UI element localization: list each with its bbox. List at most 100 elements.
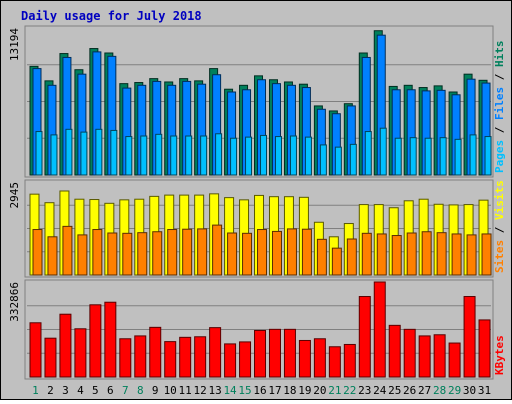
bar-sites-day-11 xyxy=(182,228,193,276)
bar-kbytes-day-31 xyxy=(478,319,491,378)
legend-files: Files xyxy=(493,87,506,120)
bar-pages-day-11 xyxy=(185,135,193,176)
bar-pages-day-2 xyxy=(50,134,58,176)
legend-sep-2: / xyxy=(493,73,506,80)
bar-kbytes-day-15 xyxy=(239,341,252,378)
x-tick-label-day-5: 5 xyxy=(92,384,99,397)
bar-sites-day-7 xyxy=(122,232,133,276)
bar-pages-day-7 xyxy=(125,136,133,176)
bar-sites-day-22 xyxy=(346,238,357,276)
x-tick-label-day-26: 26 xyxy=(403,384,416,397)
bar-pages-day-12 xyxy=(200,135,208,176)
bar-pages-day-4 xyxy=(80,131,88,176)
bar-pages-day-20 xyxy=(319,144,327,176)
x-tick-label-day-22: 22 xyxy=(343,384,356,397)
x-tick-label-day-10: 10 xyxy=(164,384,177,397)
bar-kbytes-day-12 xyxy=(194,336,207,378)
bar-pages-day-30 xyxy=(469,134,477,176)
bar-pages-day-24 xyxy=(379,127,387,176)
legend-hits: Hits xyxy=(493,41,506,68)
bar-kbytes-day-23 xyxy=(358,296,371,378)
bar-kbytes-day-13 xyxy=(209,327,222,378)
x-tick-label-day-28: 28 xyxy=(433,384,446,397)
bar-sites-day-14 xyxy=(227,232,238,276)
bar-sites-day-3 xyxy=(62,225,73,276)
panel-hits-files-pages xyxy=(24,25,494,178)
bar-kbytes-day-16 xyxy=(254,329,267,378)
legend-bottom: KBytes xyxy=(493,335,506,375)
bar-sites-day-17 xyxy=(271,230,282,276)
bar-kbytes-day-9 xyxy=(149,326,162,378)
bar-sites-day-2 xyxy=(47,236,58,276)
x-tick-label-day-6: 6 xyxy=(107,384,114,397)
bar-sites-day-10 xyxy=(167,229,178,276)
bar-sites-day-8 xyxy=(137,232,148,276)
legend-top: Pages / Files / Hits xyxy=(493,41,506,174)
bar-pages-day-29 xyxy=(454,138,462,176)
x-tick-label-day-11: 11 xyxy=(179,384,192,397)
bar-kbytes-day-25 xyxy=(388,324,401,378)
ymax-label-middle: 2945 xyxy=(8,182,21,209)
bar-sites-day-29 xyxy=(451,233,462,276)
bar-kbytes-day-17 xyxy=(268,328,281,378)
bar-kbytes-day-18 xyxy=(283,328,296,378)
ymax-label-top: 13194 xyxy=(8,28,21,61)
bar-sites-day-4 xyxy=(77,234,88,276)
legend-middle: Sites / Visits xyxy=(493,180,506,273)
bar-sites-day-1 xyxy=(32,229,43,276)
x-tick-label-day-2: 2 xyxy=(47,384,54,397)
bar-kbytes-day-20 xyxy=(313,338,326,378)
chart-title: Daily usage for July 2018 xyxy=(21,9,202,23)
legend-sep-3: / xyxy=(493,226,506,233)
bar-kbytes-day-6 xyxy=(104,301,117,378)
bar-kbytes-day-19 xyxy=(298,339,311,378)
x-tick-label-day-29: 29 xyxy=(448,384,461,397)
bar-sites-day-27 xyxy=(421,231,432,276)
bar-pages-day-26 xyxy=(409,137,417,176)
bar-pages-day-1 xyxy=(35,131,43,176)
x-tick-label-day-12: 12 xyxy=(194,384,207,397)
bar-pages-day-9 xyxy=(155,133,163,176)
x-axis-labels: 1 2 3 4 5 6 7 8 9 10 11 12 13 14 15 16 17 18 19 20 21 22 23 24 2… xyxy=(32,384,491,397)
x-tick-label-day-30: 30 xyxy=(463,384,476,397)
x-tick-label-day-21: 21 xyxy=(328,384,341,397)
bar-pages-day-19 xyxy=(304,136,312,176)
bar-pages-day-27 xyxy=(424,137,432,176)
x-tick-label-day-20: 20 xyxy=(313,384,326,397)
bar-pages-day-10 xyxy=(170,135,178,176)
bar-sites-day-18 xyxy=(286,228,297,276)
legend-visits: Visits xyxy=(493,180,506,220)
bar-sites-day-30 xyxy=(466,234,477,276)
bar-sites-day-15 xyxy=(242,232,253,276)
bar-sites-day-12 xyxy=(197,228,208,276)
x-tick-label-day-25: 25 xyxy=(388,384,401,397)
bar-pages-day-5 xyxy=(95,128,103,176)
bar-sites-day-26 xyxy=(406,232,417,276)
bar-sites-day-19 xyxy=(301,228,312,276)
bar-pages-day-13 xyxy=(215,133,223,176)
bar-pages-day-23 xyxy=(364,131,372,176)
x-tick-label-day-13: 13 xyxy=(208,384,221,397)
bar-kbytes-day-27 xyxy=(418,335,431,378)
bar-kbytes-day-2 xyxy=(44,337,57,378)
bar-kbytes-day-5 xyxy=(89,304,102,378)
bar-sites-day-21 xyxy=(331,247,342,276)
x-tick-label-day-23: 23 xyxy=(358,384,371,397)
bar-kbytes-day-7 xyxy=(119,338,132,378)
bar-kbytes-day-14 xyxy=(224,343,237,378)
bar-kbytes-day-26 xyxy=(403,328,416,378)
x-tick-label-day-27: 27 xyxy=(418,384,431,397)
bar-sites-day-25 xyxy=(391,235,402,276)
bar-pages-day-16 xyxy=(260,134,268,176)
bar-kbytes-day-8 xyxy=(134,335,147,378)
bar-pages-day-15 xyxy=(245,136,253,176)
panel-kbytes xyxy=(24,279,494,380)
bar-pages-day-17 xyxy=(274,136,282,176)
bar-kbytes-day-4 xyxy=(74,328,87,378)
bar-kbytes-day-1 xyxy=(29,322,42,378)
x-tick-label-day-3: 3 xyxy=(62,384,69,397)
x-tick-label-day-16: 16 xyxy=(253,384,266,397)
x-tick-label-day-31: 31 xyxy=(478,384,491,397)
